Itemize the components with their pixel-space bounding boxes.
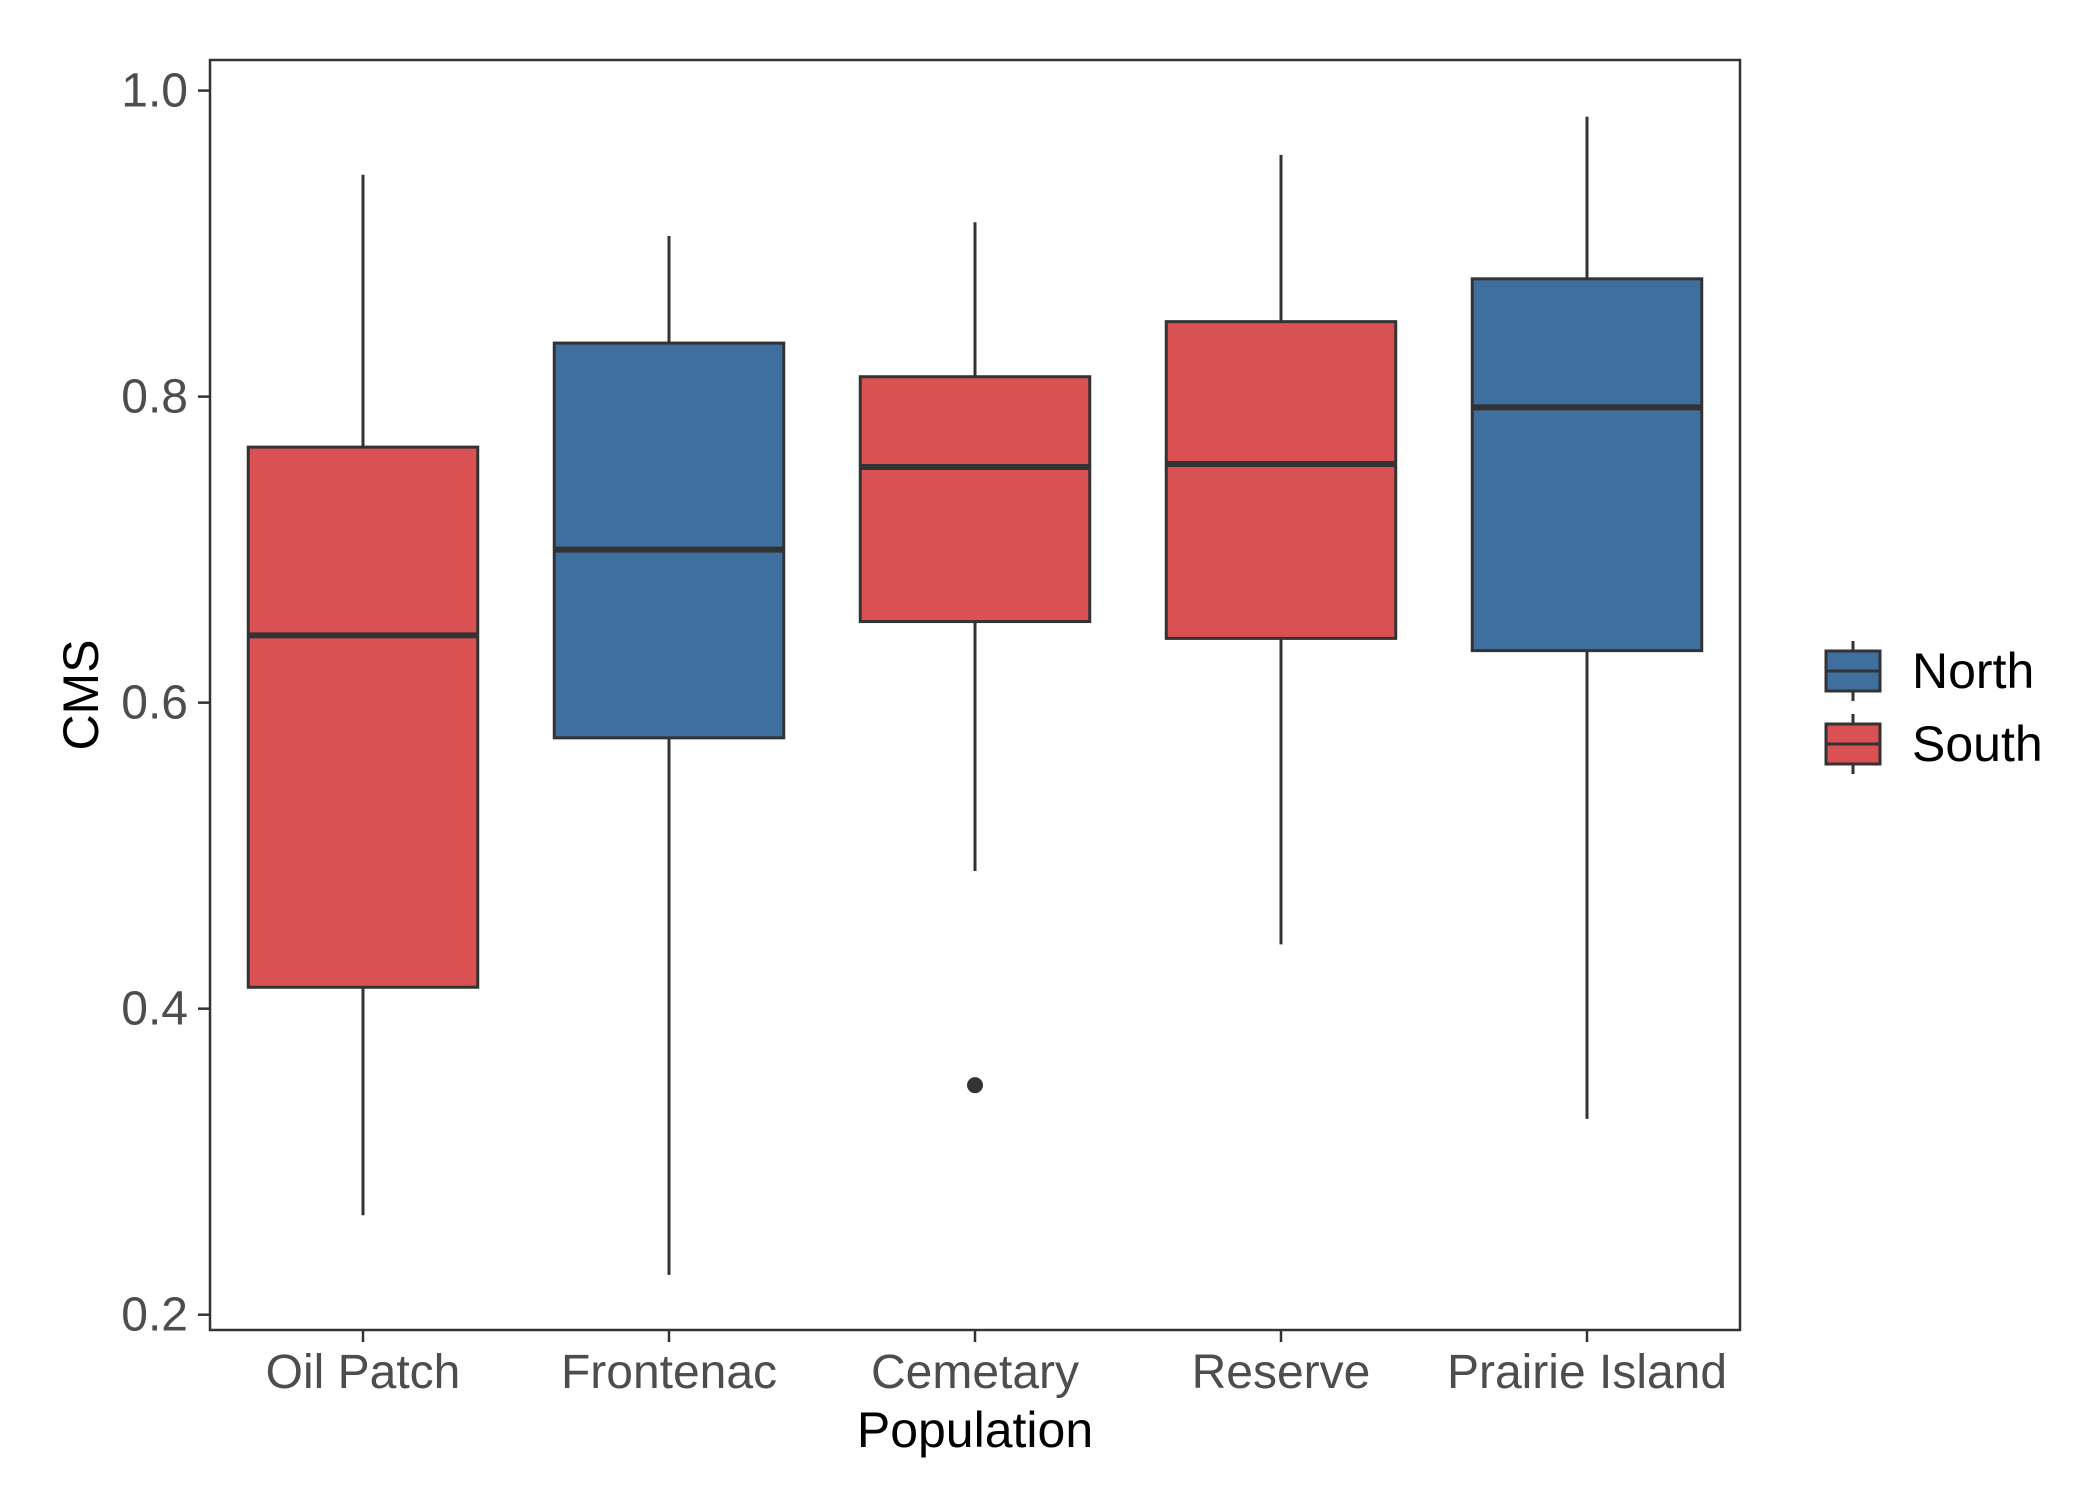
legend-item-north: North [1824, 641, 2034, 701]
legend-item-south: South [1824, 714, 2043, 774]
y-tick-label: 0.4 [121, 983, 188, 1036]
x-tick-label: Oil Patch [266, 1346, 461, 1399]
legend: North South [1824, 641, 2043, 774]
x-axis: Oil Patch Frontenac Cemetary Reserve Prairie… [266, 1330, 1727, 1399]
iqr-box [1470, 277, 1704, 653]
legend-label: South [1912, 716, 2043, 772]
x-tick-label: Cemetary [871, 1346, 1079, 1399]
box-cemetary [858, 222, 1092, 1094]
iqr-box [1164, 320, 1398, 640]
box-frontenac [552, 235, 786, 1275]
iqr-box [858, 375, 1092, 624]
x-tick-label: Prairie Island [1447, 1346, 1727, 1399]
x-axis-title: Population [857, 1402, 1093, 1458]
y-tick-label: 0.2 [121, 1289, 188, 1342]
iqr-box [246, 445, 480, 989]
y-tick-label: 0.6 [121, 677, 188, 730]
box-oil-patch [246, 174, 480, 1216]
y-axis-title: CMS [53, 639, 109, 750]
y-tick-label: 0.8 [121, 371, 188, 424]
x-tick-label: Reserve [1192, 1346, 1371, 1399]
x-tick-label: Frontenac [561, 1346, 777, 1399]
legend-label: North [1912, 643, 2034, 699]
y-axis: 0.2 0.4 0.6 0.8 1.0 [121, 65, 210, 1342]
y-tick-label: 1.0 [121, 65, 188, 118]
box-series [246, 116, 1704, 1275]
box-reserve [1164, 154, 1398, 945]
outlier-point [967, 1077, 983, 1094]
iqr-box [552, 341, 786, 740]
box-prairie-island [1470, 116, 1704, 1119]
